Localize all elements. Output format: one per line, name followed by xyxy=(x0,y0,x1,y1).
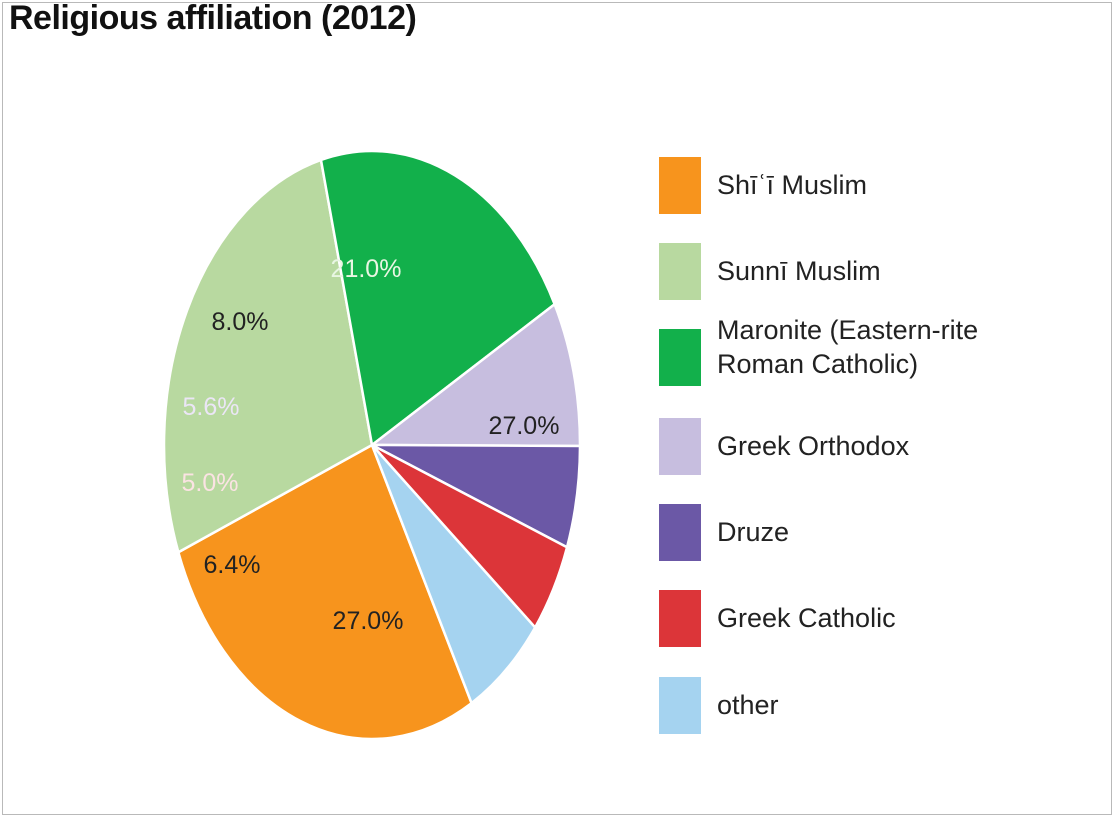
legend-swatch xyxy=(659,677,701,734)
legend-item: Maronite (Eastern-rite Roman Catholic) xyxy=(659,315,1099,387)
legend-item: Greek Orthodox xyxy=(659,418,1099,476)
slice-value-label: 27.0% xyxy=(333,607,404,635)
slice-value-label: 5.6% xyxy=(183,393,240,421)
chart-title: Religious affiliation (2012) xyxy=(9,2,417,37)
legend-swatch xyxy=(659,418,701,475)
slice-value-label: 21.0% xyxy=(331,255,402,283)
legend-label: Shīʿī Muslim xyxy=(717,170,868,200)
legend-swatch xyxy=(659,504,701,561)
slice-value-label: 5.0% xyxy=(182,469,239,497)
pie-slice-other xyxy=(370,443,537,705)
slice-value-label: 8.0% xyxy=(212,308,269,336)
legend-label: Greek Catholic xyxy=(717,603,896,633)
legend-item: Druze xyxy=(659,504,1099,562)
legend-swatch xyxy=(659,329,701,386)
legend-swatch xyxy=(659,243,701,300)
legend-label: other xyxy=(717,690,779,720)
legend-item: Sunnī Muslim xyxy=(659,243,1099,301)
pie-chart: 27.0% 27.0% 21.0% 8.0% 5.6% 5.0% 6.4% xyxy=(162,149,582,741)
legend-label: Sunnī Muslim xyxy=(717,256,881,286)
legend-swatch xyxy=(659,157,701,214)
legend-item: Shīʿī Muslim xyxy=(659,157,1099,215)
slice-value-label: 6.4% xyxy=(204,551,261,579)
legend-label: Greek Orthodox xyxy=(717,431,910,461)
slice-value-label: 27.0% xyxy=(489,412,560,440)
legend-swatch xyxy=(659,590,701,647)
pie-slice-maronite-eastern-rite-roman-catholic xyxy=(319,149,556,447)
pie-slice-greek-orthodox xyxy=(370,303,582,448)
legend-label: Maronite (Eastern-rite Roman Catholic) xyxy=(717,315,979,379)
legend-item: Greek Catholic xyxy=(659,590,1099,648)
pie-slice-sunn-muslim xyxy=(162,158,374,554)
legend-label: Druze xyxy=(717,517,790,547)
pie-slice-sh-muslim xyxy=(177,443,473,741)
legend-item: other xyxy=(659,677,1099,735)
